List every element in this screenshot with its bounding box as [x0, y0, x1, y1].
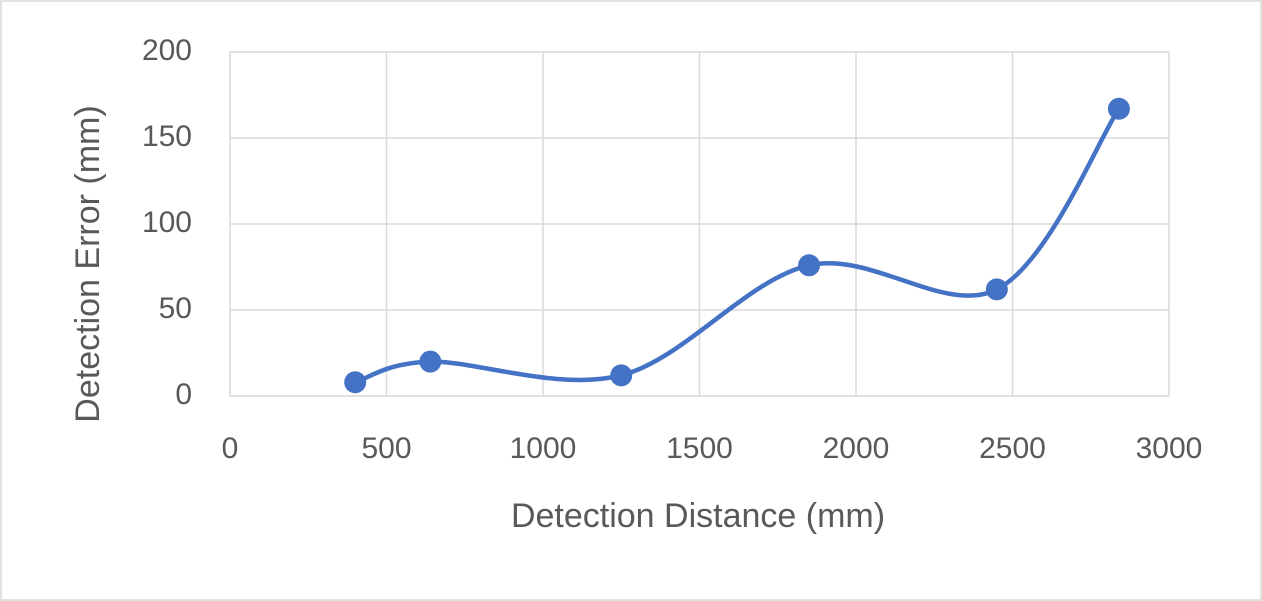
x-axis-title: Detection Distance (mm) — [511, 497, 885, 535]
x-tick-label: 2000 — [823, 432, 890, 465]
y-tick-label: 0 — [175, 378, 192, 411]
y-axis-title: Detection Error (mm) — [69, 105, 107, 422]
data-point — [985, 278, 1008, 301]
y-tick-label: 150 — [142, 120, 192, 153]
x-tick-label: 500 — [361, 432, 411, 465]
data-point — [344, 371, 367, 394]
x-tick-label: 0 — [222, 432, 239, 465]
data-point — [1107, 97, 1130, 120]
x-tick-label: 2500 — [979, 432, 1046, 465]
data-point — [610, 364, 633, 387]
x-tick-label: 1000 — [510, 432, 577, 465]
y-tick-label: 50 — [159, 292, 192, 325]
data-point — [798, 254, 821, 277]
data-point — [419, 350, 442, 373]
x-tick-label: 3000 — [1136, 432, 1203, 465]
y-tick-label: 100 — [142, 206, 192, 239]
y-tick-label: 200 — [142, 34, 192, 67]
x-tick-label: 1500 — [666, 432, 733, 465]
